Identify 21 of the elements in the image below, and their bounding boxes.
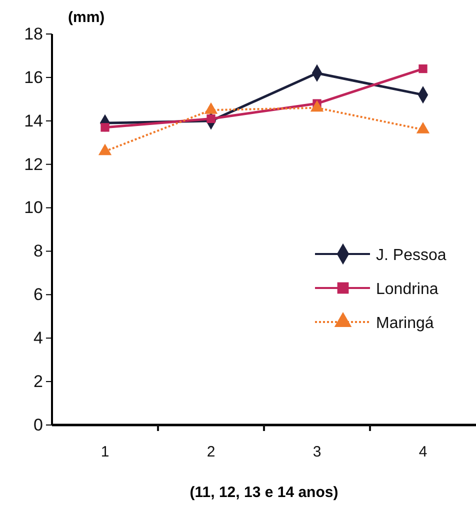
legend-label: Maringá (376, 315, 434, 332)
y-tick-label: 16 (24, 68, 43, 87)
y-tick-label: 12 (24, 154, 43, 174)
y-tick-label: 18 (24, 24, 43, 44)
legend-label: J. Pessoa (376, 247, 446, 264)
y-tick-label: 8 (34, 242, 43, 261)
point (98, 144, 112, 156)
y-tick-label: 6 (34, 285, 43, 304)
y-tick-label: 0 (34, 415, 43, 434)
y-tick-label: 10 (24, 198, 43, 218)
x-tick-label: 1 (100, 444, 110, 460)
legend-label: Londrina (376, 281, 438, 298)
y-tick-label: 4 (34, 328, 43, 348)
y-tick-label: 2 (34, 372, 43, 391)
y-axis-title: (mm) (68, 9, 105, 26)
x-tick-label: 4 (418, 444, 428, 460)
x-tick-label: 2 (206, 444, 216, 460)
point (418, 64, 428, 74)
x-axis-title: (11, 12, 13 e 14 anos) (190, 484, 338, 501)
x-tick-label: 3 (312, 444, 322, 460)
y-tick-label: 14 (24, 111, 43, 130)
